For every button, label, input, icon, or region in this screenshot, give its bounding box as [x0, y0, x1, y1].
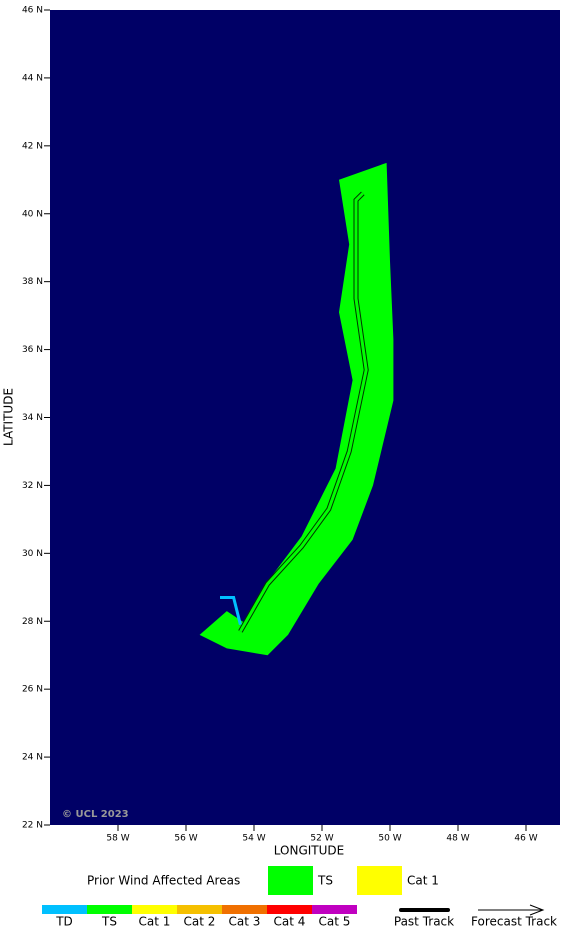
colorbar-label: Cat 3: [229, 915, 261, 929]
colorbar-segment: [87, 905, 132, 914]
map-background: [50, 10, 560, 825]
colorbar-segment: [222, 905, 267, 914]
legend-swatch: [357, 866, 402, 895]
y-tick-label: 40 N: [22, 209, 43, 219]
colorbar-segment: [177, 905, 222, 914]
y-axis-label: LATITUDE: [2, 388, 16, 446]
y-tick-label: 28 N: [22, 617, 43, 627]
colorbar-segment: [132, 905, 177, 914]
storm-track-inner: [239, 192, 368, 633]
x-tick-label: 58 W: [106, 834, 129, 844]
x-tick-label: 50 W: [378, 834, 401, 844]
past-track: [220, 595, 242, 626]
colorbar-segment: [312, 905, 357, 914]
y-tick-label: 46 N: [22, 6, 43, 16]
y-tick-label: 44 N: [22, 73, 43, 83]
legend-title: Prior Wind Affected Areas: [87, 874, 240, 888]
y-tick-label: 38 N: [22, 277, 43, 287]
y-tick-label: 34 N: [22, 413, 43, 423]
y-tick-label: 42 N: [22, 141, 43, 151]
y-tick-label: 36 N: [22, 345, 43, 355]
y-tick-label: 32 N: [22, 481, 43, 491]
x-axis-label: LONGITUDE: [274, 844, 344, 858]
colorbar-segment: [267, 905, 312, 914]
colorbar-label: Cat 2: [184, 915, 216, 929]
y-tick-label: 30 N: [22, 549, 43, 559]
x-tick-label: 54 W: [242, 834, 265, 844]
track-legend-label: Forecast Track: [471, 915, 557, 929]
colorbar-label: Cat 5: [319, 915, 351, 929]
y-tick-label: 24 N: [22, 753, 43, 763]
colorbar-label: Cat 4: [274, 915, 306, 929]
y-tick-label: 26 N: [22, 685, 43, 695]
track-legend-label: Past Track: [394, 915, 454, 929]
legend-swatch: [268, 866, 313, 895]
colorbar-label: Cat 1: [139, 915, 171, 929]
x-tick-label: 52 W: [310, 834, 333, 844]
y-tick-label: 22 N: [22, 821, 43, 831]
colorbar-segment: [42, 905, 87, 914]
legend-label: Cat 1: [407, 874, 439, 888]
x-tick-label: 56 W: [174, 834, 197, 844]
forecast-arrow-head: [529, 904, 545, 916]
credit: © UCL 2023: [62, 809, 129, 820]
wind-swath: [199, 162, 394, 656]
x-tick-label: 46 W: [514, 834, 537, 844]
colorbar-label: TS: [101, 915, 117, 929]
colorbar-label: TD: [55, 915, 73, 929]
x-tick-label: 48 W: [446, 834, 469, 844]
legend-label: TS: [317, 874, 333, 888]
